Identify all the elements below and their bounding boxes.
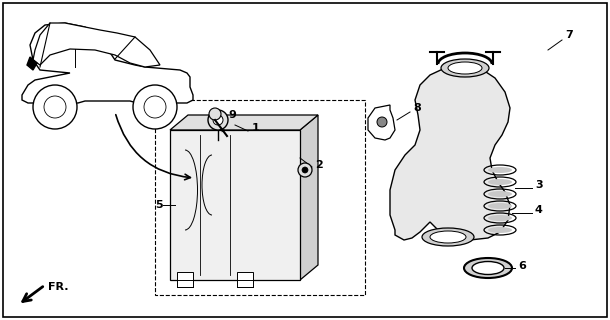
Circle shape [144, 96, 166, 118]
Text: 9: 9 [228, 110, 236, 120]
Text: 4: 4 [535, 205, 543, 215]
Text: 2: 2 [315, 160, 323, 170]
Polygon shape [33, 23, 160, 67]
Ellipse shape [488, 167, 512, 173]
Ellipse shape [488, 203, 512, 209]
Bar [177, 272, 193, 287]
Circle shape [298, 163, 312, 177]
Text: 6: 6 [518, 261, 526, 271]
Polygon shape [390, 65, 510, 240]
Ellipse shape [488, 191, 512, 197]
Circle shape [208, 110, 228, 130]
Text: 3: 3 [535, 180, 543, 190]
Circle shape [213, 115, 223, 125]
Text: 7: 7 [565, 30, 573, 40]
Ellipse shape [472, 261, 504, 275]
Circle shape [209, 108, 221, 120]
Polygon shape [170, 130, 300, 280]
Ellipse shape [464, 258, 512, 278]
Circle shape [33, 85, 77, 129]
Ellipse shape [441, 59, 489, 77]
Text: 8: 8 [413, 103, 421, 113]
Text: FR.: FR. [48, 282, 68, 292]
Ellipse shape [422, 228, 474, 246]
Text: 1: 1 [252, 123, 260, 133]
Ellipse shape [488, 215, 512, 221]
Bar [237, 272, 253, 287]
Ellipse shape [488, 227, 512, 233]
Polygon shape [300, 115, 318, 280]
Polygon shape [170, 115, 318, 130]
Polygon shape [368, 105, 395, 140]
Bar [155, 100, 365, 295]
Circle shape [302, 167, 308, 173]
Ellipse shape [448, 62, 482, 74]
Polygon shape [22, 23, 193, 103]
Polygon shape [27, 57, 37, 70]
Ellipse shape [430, 231, 466, 243]
Circle shape [133, 85, 177, 129]
Ellipse shape [488, 179, 512, 185]
Text: 5: 5 [155, 200, 163, 210]
Circle shape [377, 117, 387, 127]
Circle shape [44, 96, 66, 118]
